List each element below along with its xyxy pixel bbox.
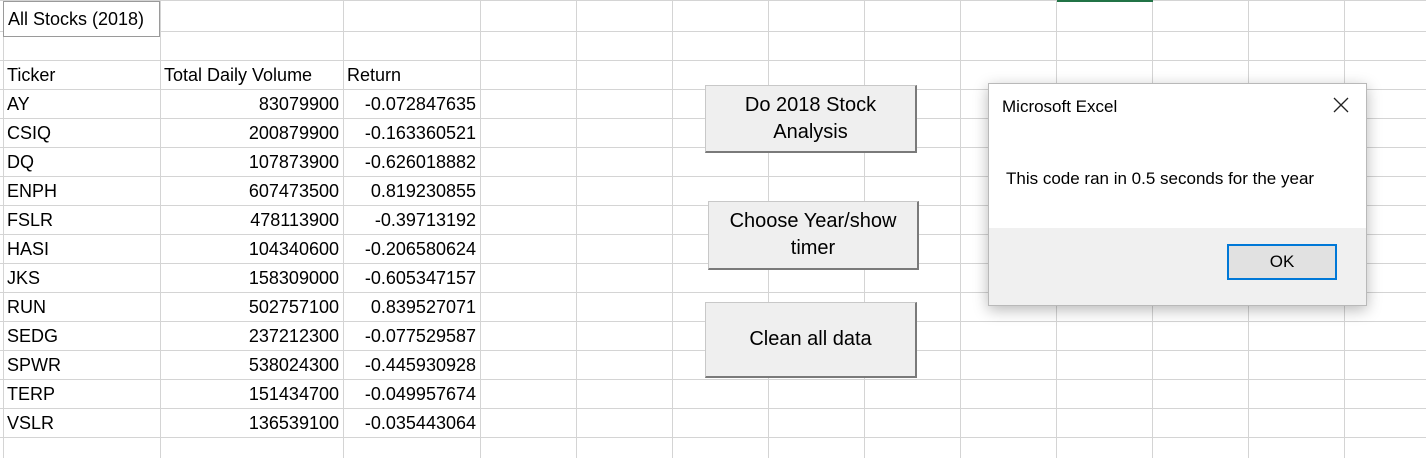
close-button[interactable]: [1330, 94, 1352, 116]
return-cell[interactable]: -0.035443064: [364, 413, 476, 433]
sheet-title-cell[interactable]: All Stocks (2018): [3, 1, 160, 37]
header-total-daily-volume[interactable]: Total Daily Volume: [164, 65, 313, 85]
volume-cell[interactable]: 502757100: [248, 297, 339, 317]
run-analysis-label-line2: Analysis: [773, 120, 848, 143]
run-analysis-label-line1: Do 2018 Stock: [744, 93, 877, 116]
ok-button[interactable]: OK: [1227, 244, 1337, 280]
volume-cell[interactable]: 83079900: [258, 94, 339, 114]
ticker-cell[interactable]: DQ: [7, 152, 34, 172]
run-analysis-label: Do 2018 Stock Analysis: [745, 92, 876, 146]
volume-cell[interactable]: 151434700: [248, 384, 339, 404]
clean-data-button[interactable]: Clean all data: [705, 302, 917, 378]
return-cell[interactable]: -0.072847635: [364, 94, 476, 114]
volume-cell[interactable]: 538024300: [248, 355, 339, 375]
ticker-cell[interactable]: VSLR: [7, 413, 55, 433]
ticker-cell[interactable]: RUN: [7, 297, 46, 317]
return-cell[interactable]: 0.819230855: [370, 181, 476, 201]
choose-year-button[interactable]: Choose Year/show timer: [708, 201, 919, 270]
ticker-cell[interactable]: CSIQ: [7, 123, 52, 143]
choose-year-label-line2: timer: [790, 237, 836, 259]
choose-year-label-line1: Choose Year/show: [729, 210, 897, 232]
active-column-indicator: [1057, 0, 1153, 2]
volume-cell[interactable]: 158309000: [248, 268, 339, 288]
return-cell[interactable]: -0.445930928: [364, 355, 476, 375]
run-analysis-button[interactable]: Do 2018 Stock Analysis: [705, 85, 917, 153]
ticker-cell[interactable]: ENPH: [7, 181, 58, 201]
close-icon: [1333, 97, 1349, 113]
message-dialog: Microsoft Excel This code ran in 0.5 sec…: [988, 83, 1367, 306]
dialog-title: Microsoft Excel: [1002, 97, 1118, 116]
dialog-footer: OK: [989, 228, 1366, 305]
ticker-cell[interactable]: FSLR: [7, 210, 54, 230]
ticker-cell[interactable]: JKS: [7, 268, 41, 288]
volume-cell[interactable]: 107873900: [248, 152, 339, 172]
header-return[interactable]: Return: [347, 65, 402, 85]
ticker-cell[interactable]: SPWR: [7, 355, 61, 375]
return-cell[interactable]: -0.206580624: [364, 239, 476, 259]
ticker-cell[interactable]: HASI: [7, 239, 50, 259]
ticker-cell[interactable]: AY: [7, 94, 30, 114]
return-cell[interactable]: -0.077529587: [364, 326, 476, 346]
return-cell[interactable]: -0.605347157: [364, 268, 476, 288]
choose-year-label: Choose Year/show timer: [730, 208, 897, 262]
clean-data-label: Clean all data: [749, 328, 872, 350]
return-cell[interactable]: -0.626018882: [364, 152, 476, 172]
volume-cell[interactable]: 200879900: [248, 123, 339, 143]
header-ticker[interactable]: Ticker: [7, 65, 56, 85]
volume-cell[interactable]: 104340600: [248, 239, 339, 259]
return-cell[interactable]: -0.39713192: [374, 210, 476, 230]
volume-cell[interactable]: 478113900: [250, 210, 339, 230]
dialog-message: This code ran in 0.5 seconds for the yea…: [1006, 169, 1315, 188]
return-cell[interactable]: 0.839527071: [370, 297, 476, 317]
ticker-cell[interactable]: TERP: [7, 384, 56, 404]
return-cell[interactable]: -0.163360521: [364, 123, 476, 143]
return-cell[interactable]: -0.049957674: [364, 384, 476, 404]
volume-cell[interactable]: 237212300: [248, 326, 339, 346]
ticker-cell[interactable]: SEDG: [7, 326, 59, 346]
volume-cell[interactable]: 136539100: [248, 413, 339, 433]
volume-cell[interactable]: 607473500: [248, 181, 339, 201]
